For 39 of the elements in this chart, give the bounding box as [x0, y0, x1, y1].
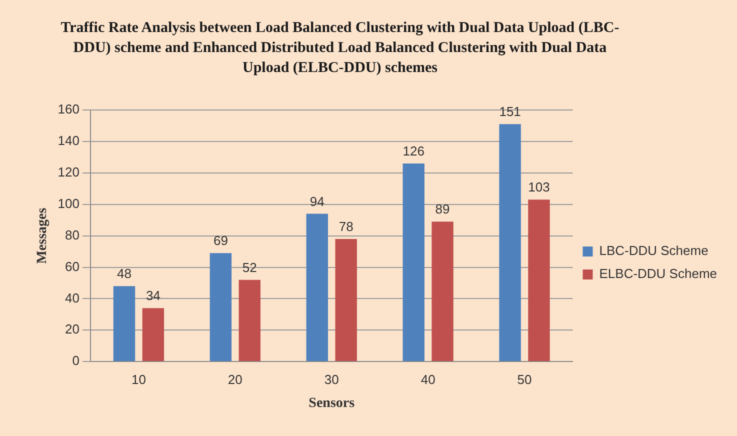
y-tick-label: 140: [58, 133, 80, 148]
y-tick-label: 160: [58, 102, 80, 117]
data-label: 34: [146, 288, 160, 304]
x-tick-label: 10: [131, 372, 146, 387]
x-axis-title: Sensors: [308, 396, 356, 412]
bar: [432, 222, 454, 362]
data-label: 89: [435, 202, 450, 217]
bar: [499, 124, 521, 362]
bar: [306, 214, 328, 362]
data-label: 48: [117, 266, 132, 282]
bar: [335, 238, 357, 362]
y-tick-label: 40: [65, 290, 80, 306]
x-tick-label: 20: [228, 372, 242, 387]
y-tick-label: 60: [65, 258, 80, 274]
bar: [142, 308, 164, 362]
y-tick-label: 80: [65, 227, 80, 242]
chart-title: Traffic Rate Analysis between Load Balanced Clustering with Dual Data Upload (LBC-DDU) scheme and Enhanced Distributed Load Balanced Clustering with Dual Data Upload (ELBC-DDU) schemes: [60, 19, 620, 78]
data-label: 126: [402, 144, 424, 159]
y-tick-label: 20: [65, 322, 80, 337]
data-label: 69: [213, 233, 228, 248]
bar: [528, 200, 550, 362]
y-tick-label: 100: [58, 196, 80, 211]
x-tick-label: 40: [420, 372, 436, 387]
data-label: 78: [338, 219, 354, 234]
bar: [113, 286, 136, 362]
data-label: 151: [499, 104, 521, 120]
data-label: 52: [242, 260, 257, 275]
bar: [238, 280, 260, 362]
y-axis-title: Messages: [35, 207, 50, 264]
data-label: 103: [528, 180, 550, 195]
x-tick-label: 30: [324, 372, 339, 387]
legend-label: ELBC-DDU Scheme: [599, 266, 718, 282]
data-label: 94: [310, 194, 324, 209]
bar: [402, 163, 424, 362]
x-tick-label: 50: [517, 372, 532, 387]
y-tick-label: 120: [58, 164, 80, 180]
y-tick-label: 0: [72, 353, 80, 368]
legend-label: LBC-DDU Scheme: [599, 243, 708, 258]
bar: [210, 253, 232, 362]
